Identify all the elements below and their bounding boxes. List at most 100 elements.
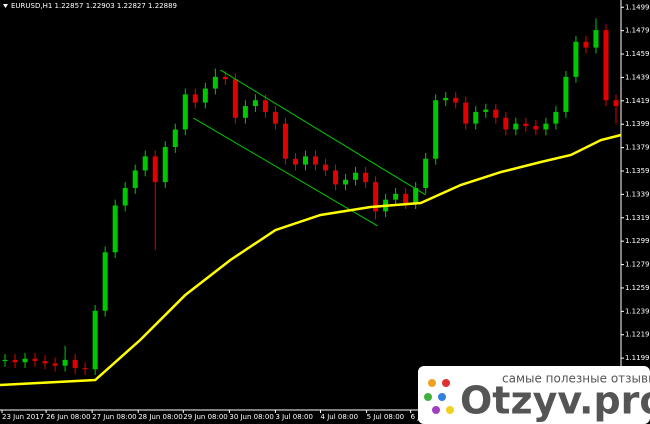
candle-body	[232, 79, 238, 118]
candle-body	[192, 94, 198, 103]
x-tick-label: 5 Jul 08:00	[367, 413, 405, 421]
x-tick-label: 26 Jun 08:00	[46, 413, 90, 421]
candle-body	[423, 158, 429, 188]
candle-body	[62, 359, 68, 366]
candle-body	[393, 193, 399, 200]
candle-body	[122, 187, 128, 206]
candle-body	[282, 123, 288, 159]
candle-body	[593, 30, 599, 48]
candle-body	[42, 361, 48, 364]
y-tick-label: 1.14395	[625, 73, 650, 81]
candle-body	[212, 76, 218, 89]
candle-body	[333, 170, 339, 185]
candle-body	[272, 111, 278, 124]
watermark-box	[418, 366, 650, 424]
y-tick-label: 1.12195	[625, 331, 650, 339]
candle-body	[343, 179, 349, 185]
logo-dot	[442, 379, 450, 387]
candle-body	[182, 94, 188, 130]
candle-body	[583, 41, 589, 48]
candle-body	[112, 205, 118, 253]
candle-body	[503, 117, 509, 130]
x-tick-label: 28 Jun 08:00	[138, 413, 182, 421]
watermark-brand: Otzyv.pro	[460, 379, 650, 423]
y-tick-label: 1.14195	[625, 97, 650, 105]
candle-body	[433, 100, 439, 159]
y-tick-label: 1.13795	[625, 144, 650, 152]
candle-body	[102, 252, 108, 311]
candle-body	[172, 129, 178, 148]
channel-line	[193, 117, 378, 227]
candle-body	[142, 156, 148, 171]
candle-body	[443, 97, 449, 101]
candle-body	[493, 109, 499, 118]
candle-body	[353, 172, 359, 180]
candle-body	[413, 187, 419, 204]
candle-body	[473, 111, 479, 124]
logo-dot	[424, 393, 432, 401]
logo-dot	[428, 379, 436, 387]
x-tick-label: 29 Jun 08:00	[183, 413, 227, 421]
x-tick-label: 30 Jun 08:00	[229, 413, 273, 421]
y-tick-label: 1.12595	[625, 284, 650, 292]
logo-dot	[438, 393, 446, 401]
y-tick-label: 1.12795	[625, 261, 650, 269]
candle-body	[242, 106, 248, 118]
candle-body	[453, 97, 459, 103]
candle-body	[513, 123, 519, 130]
y-tick-label: 1.13595	[625, 167, 650, 175]
candle-body	[313, 156, 319, 165]
chart-title: EURUSD,H1 1.22857 1.22903 1.22827 1.2288…	[11, 2, 177, 10]
candle-body	[533, 125, 539, 130]
moving-average	[0, 133, 622, 387]
x-tick-label: 23 Jun 2017	[2, 413, 44, 421]
logo-dot	[432, 406, 440, 414]
x-tick-label: 4 Jul 08:00	[321, 413, 359, 421]
candle-body	[2, 359, 8, 362]
y-tick-label: 1.14995	[625, 3, 650, 11]
candle-body	[463, 102, 469, 124]
candle-body	[292, 158, 298, 165]
watermark-tagline: самые полезные отзывы	[502, 372, 650, 386]
y-tick-label: 1.13195	[625, 214, 650, 222]
logo-dot	[446, 406, 454, 414]
candle-body	[262, 100, 268, 112]
candle-body	[202, 88, 208, 103]
candle-body	[82, 368, 88, 370]
candle-body	[152, 156, 158, 183]
y-tick-label: 1.11995	[625, 354, 650, 362]
candle-body	[553, 111, 559, 124]
watermark: самые полезные отзывы Otzyv.pro	[418, 366, 650, 424]
symbol-icon	[3, 4, 8, 8]
candle-body	[132, 170, 138, 188]
candle-body	[363, 172, 369, 183]
y-tick-label: 1.12395	[625, 307, 650, 315]
candle-body	[373, 182, 379, 212]
x-tick-label: 27 Jun 08:00	[92, 413, 136, 421]
channel-line	[220, 69, 426, 196]
candle-body	[52, 363, 58, 366]
candle-body	[222, 76, 228, 80]
y-tick-label: 1.13395	[625, 190, 650, 198]
candle-body	[563, 76, 569, 112]
candle-body	[603, 30, 609, 101]
y-tick-label: 1.14795	[625, 27, 650, 35]
candle-body	[12, 359, 18, 363]
candle-body	[523, 123, 529, 126]
candle-body	[162, 147, 168, 183]
y-tick-label: 1.12995	[625, 237, 650, 245]
candle-body	[32, 358, 38, 362]
x-tick-label: 3 Jul 08:00	[275, 413, 313, 421]
candle-body	[302, 156, 308, 165]
candle-body	[613, 100, 619, 107]
candle-body	[92, 310, 98, 370]
plot: 1.11995 1.12195 1.12395 1.12595 1.12795 1.129…	[0, 3, 650, 421]
candle-body	[22, 358, 28, 363]
candle-body	[483, 109, 489, 112]
candle-body	[403, 193, 409, 204]
candle-body	[72, 359, 78, 369]
y-tick-label: 1.14595	[625, 50, 650, 58]
candle-body	[323, 164, 329, 171]
